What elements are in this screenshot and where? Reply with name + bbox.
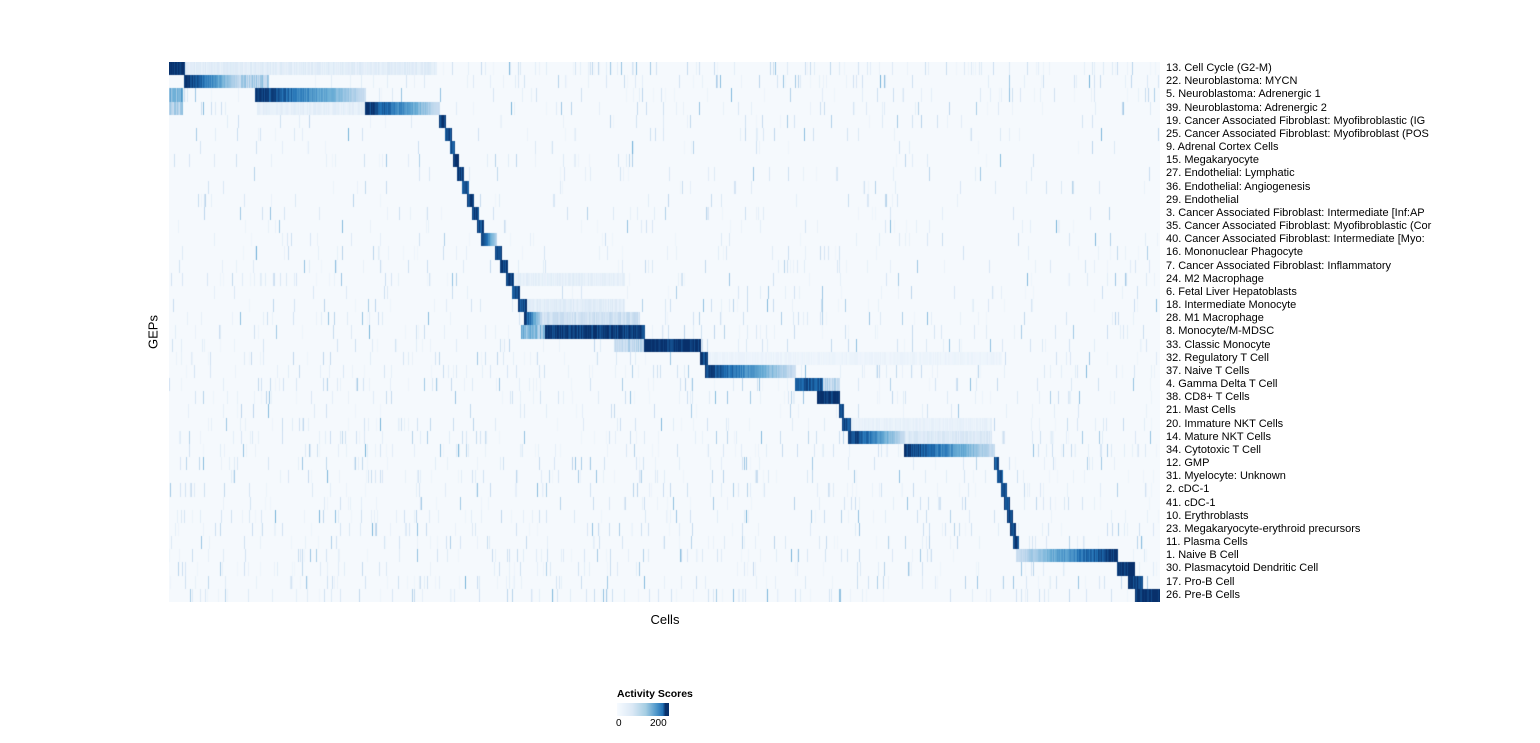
- row-label: 31. Myelocyte: Unknown: [1166, 470, 1286, 483]
- row-label: 38. CD8+ T Cells: [1166, 391, 1250, 404]
- row-label: 11. Plasma Cells: [1166, 536, 1248, 549]
- row-label: 21. Mast Cells: [1166, 404, 1236, 417]
- legend-title: Activity Scores: [617, 688, 693, 700]
- row-label: 34. Cytotoxic T Cell: [1166, 443, 1261, 456]
- row-label: 9. Adrenal Cortex Cells: [1166, 141, 1279, 154]
- legend-gradient-bar: [617, 703, 669, 716]
- row-label: 16. Mononuclear Phagocyte: [1166, 246, 1303, 259]
- row-label: 8. Monocyte/M-MDSC: [1166, 325, 1275, 338]
- row-label: 20. Immature NKT Cells: [1166, 417, 1284, 430]
- row-label: 25. Cancer Associated Fibroblast: Myofib…: [1166, 127, 1429, 140]
- row-label: 4. Gamma Delta T Cell: [1166, 378, 1278, 391]
- row-label: 26. Pre-B Cells: [1166, 588, 1240, 601]
- legend-tick-max: 200: [650, 718, 667, 729]
- row-label: 39. Neuroblastoma: Adrenergic 2: [1166, 101, 1327, 114]
- row-label: 14. Mature NKT Cells: [1166, 430, 1271, 443]
- row-label: 33. Classic Monocyte: [1166, 338, 1271, 351]
- row-label: 32. Regulatory T Cell: [1166, 351, 1269, 364]
- row-label: 18. Intermediate Monocyte: [1166, 299, 1297, 312]
- row-label: 23. Megakaryocyte-erythroid precursors: [1166, 522, 1361, 535]
- legend: Activity Scores 0 200: [616, 688, 693, 731]
- row-label: 37. Naive T Cells: [1166, 364, 1250, 377]
- x-axis-label: Cells: [650, 612, 680, 627]
- row-label: 28. M1 Macrophage: [1166, 312, 1264, 325]
- row-labels: 13. Cell Cycle (G2-M) 22. Neuroblastoma: …: [1166, 62, 1540, 602]
- row-label: 5. Neuroblastoma: Adrenergic 1: [1166, 88, 1321, 101]
- row-label: 15. Megakaryocyte: [1166, 154, 1259, 167]
- row-label: 1. Naive B Cell: [1166, 549, 1239, 562]
- row-label: 2. cDC-1: [1166, 483, 1210, 496]
- row-label: 13. Cell Cycle (G2-M): [1166, 62, 1272, 74]
- row-label: 41. cDC-1: [1166, 496, 1216, 509]
- row-label: 19. Cancer Associated Fibroblast: Myofib…: [1166, 114, 1426, 127]
- row-label: 36. Endothelial: Angiogenesis: [1166, 180, 1311, 193]
- legend-ticks: 0 200: [616, 718, 693, 731]
- row-label: 22. Neuroblastoma: MYCN: [1166, 75, 1298, 88]
- row-label: 12. GMP: [1166, 457, 1210, 470]
- row-label: 24. M2 Macrophage: [1166, 272, 1264, 285]
- row-label: 3. Cancer Associated Fibroblast: Interme…: [1166, 206, 1425, 219]
- row-label: 27. Endothelial: Lymphatic: [1166, 167, 1295, 180]
- row-label: 17. Pro-B Cell: [1166, 575, 1235, 588]
- row-label: 10. Erythroblasts: [1166, 509, 1249, 522]
- row-label: 29. Endothelial: [1166, 193, 1239, 206]
- heatmap-canvas: [169, 62, 1160, 602]
- row-label: 35. Cancer Associated Fibroblast: Myofib…: [1166, 220, 1432, 233]
- legend-tick-min: 0: [616, 718, 622, 729]
- row-label: 30. Plasmacytoid Dendritic Cell: [1166, 562, 1319, 575]
- row-label: 7. Cancer Associated Fibroblast: Inflamm…: [1166, 259, 1391, 272]
- row-label: 40. Cancer Associated Fibroblast: Interm…: [1166, 233, 1425, 246]
- row-label: 6. Fetal Liver Hepatoblasts: [1166, 285, 1297, 298]
- y-axis-label: GEPs: [145, 315, 161, 349]
